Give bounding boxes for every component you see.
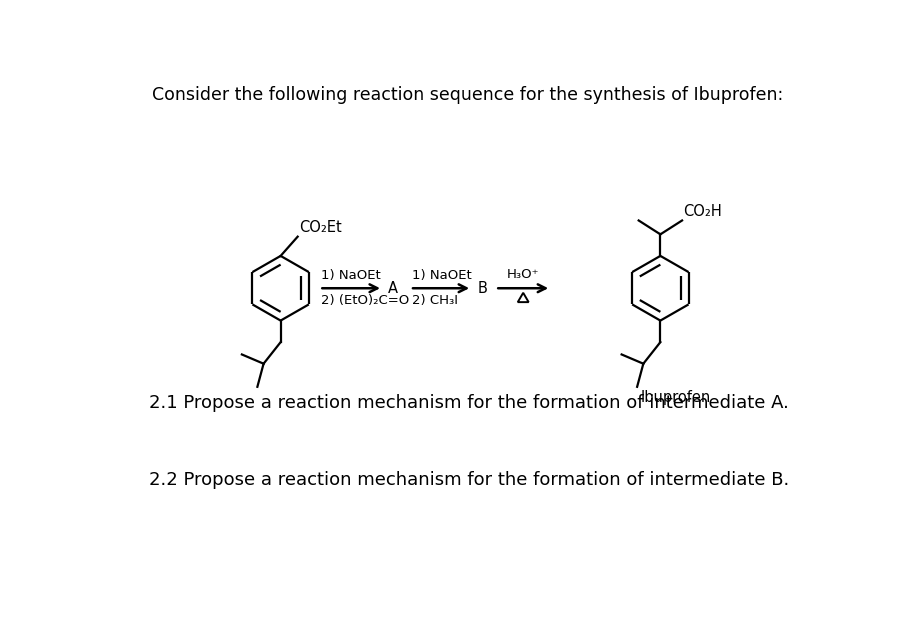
Text: Ibuprofen: Ibuprofen xyxy=(640,390,711,405)
Text: CO₂Et: CO₂Et xyxy=(299,220,342,235)
Text: H₃O⁺: H₃O⁺ xyxy=(507,268,539,281)
Text: 1) NaOEt: 1) NaOEt xyxy=(411,269,471,282)
Text: B: B xyxy=(477,281,486,296)
Text: 1) NaOEt: 1) NaOEt xyxy=(321,269,380,282)
Text: A: A xyxy=(388,281,398,296)
Text: CO₂H: CO₂H xyxy=(683,204,722,219)
Text: 2.2 Propose a reaction mechanism for the formation of intermediate B.: 2.2 Propose a reaction mechanism for the… xyxy=(148,471,788,489)
Text: 2.1 Propose a reaction mechanism for the formation of intermediate A.: 2.1 Propose a reaction mechanism for the… xyxy=(148,394,788,412)
Text: 2) (EtO)₂C=O: 2) (EtO)₂C=O xyxy=(321,295,409,307)
Text: Consider the following reaction sequence for the synthesis of Ibuprofen:: Consider the following reaction sequence… xyxy=(151,86,783,103)
Text: 2) CH₃I: 2) CH₃I xyxy=(411,295,457,307)
